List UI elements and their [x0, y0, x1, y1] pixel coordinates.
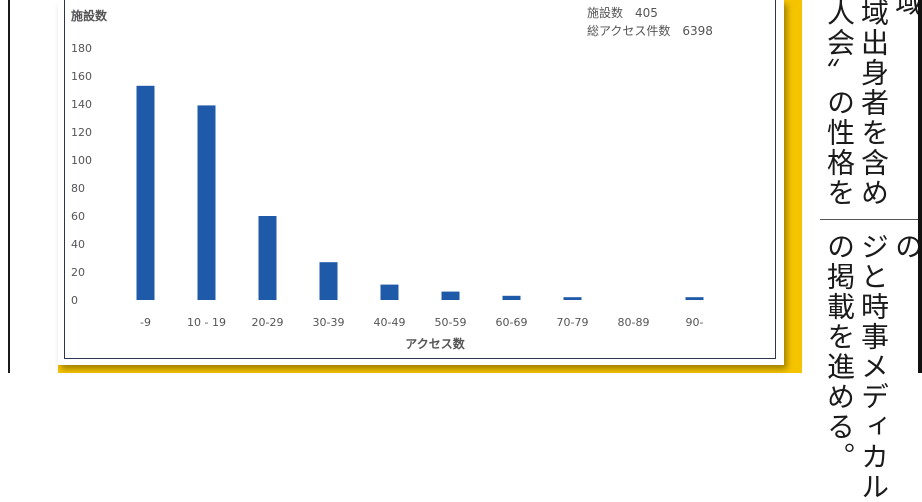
y-tick-label: 120 [71, 126, 92, 139]
left-column-rule [8, 0, 10, 373]
y-tick-label: 60 [71, 210, 85, 223]
y-ticks: 0 20 40 60 80 100 120 140 160 180 [71, 42, 92, 307]
bar-5 [441, 291, 460, 300]
bar-3 [319, 262, 338, 300]
x-tick-label: 80-89 [618, 316, 650, 329]
y-tick-label: 180 [71, 42, 92, 55]
stat-facilities: 施設数 405 [587, 5, 658, 20]
x-ticks: -9 10 - 19 20-29 30-39 40-49 50-59 60-69 70-79 8… [140, 316, 703, 329]
x-tick-label: 40-49 [374, 316, 406, 329]
chart-frame: 施設数 施設数 405 総アクセス件数 6398 アクセス数 0 20 40 60 80… [64, 0, 776, 359]
vertical-text-bottom-middle: ジと時事メディカル [857, 232, 890, 502]
vertical-text-bottom-left: の掲載を進める。 [823, 232, 856, 472]
bar-0 [136, 85, 155, 300]
bars [136, 85, 704, 301]
x-tick-label: -9 [140, 316, 151, 329]
x-tick-label: 70-79 [557, 316, 589, 329]
y-tick-label: 100 [71, 154, 92, 167]
vertical-text-top-right: 域 [891, 0, 922, 18]
page-right-edge [918, 0, 922, 373]
vertical-text-top-left: 人会〟の性格を [823, 0, 856, 208]
x-axis-label: アクセス数 [405, 336, 465, 351]
x-tick-label: 90- [686, 316, 704, 329]
bar-6 [502, 295, 521, 300]
chart-card: 施設数 施設数 405 総アクセス件数 6398 アクセス数 0 20 40 60 80… [58, 0, 784, 365]
stat-total-access: 総アクセス件数 6398 [587, 23, 713, 38]
bar-2 [258, 216, 277, 300]
x-tick-label: 20-29 [252, 316, 284, 329]
vertical-text-bottom-right: の [891, 232, 922, 262]
vertical-text-column: 人会〟の性格を 域出身者を含め 域 の掲載を進める。 ジと時事メディカル の [812, 0, 922, 502]
y-tick-label: 140 [71, 98, 92, 111]
x-tick-label: 10 - 19 [187, 316, 226, 329]
bar-1 [197, 105, 216, 301]
y-tick-label: 80 [71, 182, 85, 195]
y-tick-label: 0 [71, 294, 78, 307]
y-tick-label: 20 [71, 266, 85, 279]
x-tick-label: 50-59 [435, 316, 467, 329]
bar-7 [563, 297, 582, 300]
y-tick-label: 40 [71, 238, 85, 251]
vertical-text-top-middle: 域出身者を含め [857, 0, 890, 208]
x-tick-label: 60-69 [496, 316, 528, 329]
x-tick-label: 30-39 [313, 316, 345, 329]
y-axis-label: 施設数 [71, 8, 108, 23]
y-tick-label: 160 [71, 70, 92, 83]
column-divider-horizontal [820, 219, 922, 220]
bar-chart: 施設数 施設数 405 総アクセス件数 6398 アクセス数 0 20 40 60 80… [71, 5, 713, 351]
bar-9 [685, 297, 704, 300]
bar-4 [380, 284, 399, 300]
